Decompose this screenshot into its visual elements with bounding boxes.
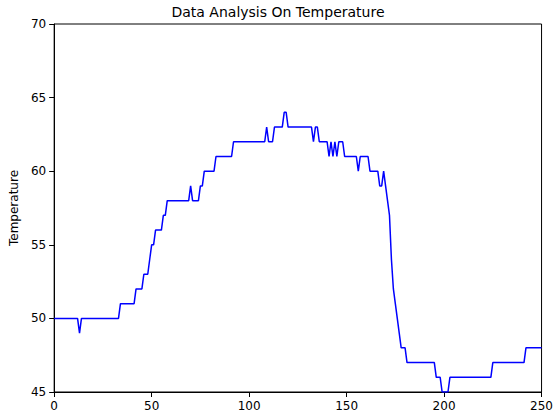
svg-text:55: 55 [31, 238, 46, 252]
svg-text:70: 70 [31, 17, 46, 31]
svg-text:250: 250 [530, 399, 553, 412]
svg-text:50: 50 [144, 399, 159, 412]
svg-text:60: 60 [31, 164, 46, 178]
svg-text:0: 0 [50, 399, 58, 412]
svg-text:50: 50 [31, 311, 46, 325]
svg-text:100: 100 [238, 399, 261, 412]
svg-text:Temperature: Temperature [7, 170, 21, 247]
svg-text:200: 200 [433, 399, 456, 412]
svg-text:45: 45 [31, 385, 46, 399]
svg-text:65: 65 [31, 91, 46, 105]
svg-text:150: 150 [335, 399, 358, 412]
svg-text:Data Analysis On Temperature: Data Analysis On Temperature [171, 4, 384, 20]
